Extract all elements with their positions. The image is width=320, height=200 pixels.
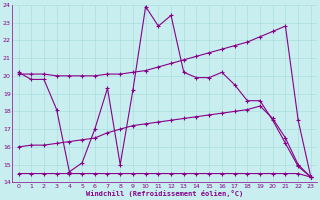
X-axis label: Windchill (Refroidissement éolien,°C): Windchill (Refroidissement éolien,°C) xyxy=(86,190,243,197)
